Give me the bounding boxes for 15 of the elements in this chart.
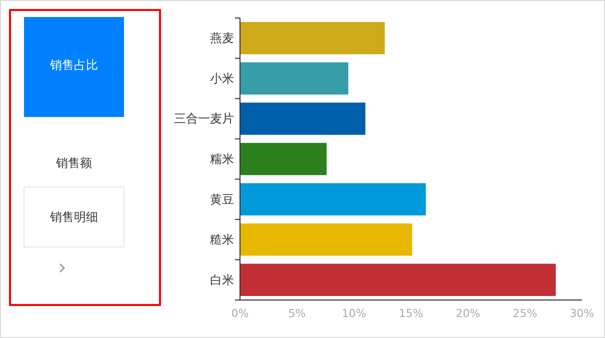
x-tick-label: 15%: [398, 307, 424, 320]
x-tick-label: 5%: [288, 307, 306, 320]
y-tick-label: 黄豆: [210, 192, 234, 206]
y-tick-label: 小米: [210, 71, 234, 86]
x-tick-label: 10%: [342, 307, 366, 320]
y-tick-label: 白米: [210, 272, 234, 287]
y-tick-label: 糙米: [210, 232, 234, 247]
tab-panel: 销售占比 销售额 销售明细: [9, 9, 161, 306]
x-tick-label: 20%: [456, 307, 480, 320]
y-tick-label: 燕麦: [210, 31, 234, 46]
x-tick-label: 0%: [231, 307, 249, 320]
y-tick-label: 三合一麦片: [174, 112, 234, 126]
x-tick-label: 25%: [512, 307, 538, 320]
y-tick-label: 糯米: [210, 152, 234, 166]
x-tick-label: 30%: [570, 307, 594, 320]
